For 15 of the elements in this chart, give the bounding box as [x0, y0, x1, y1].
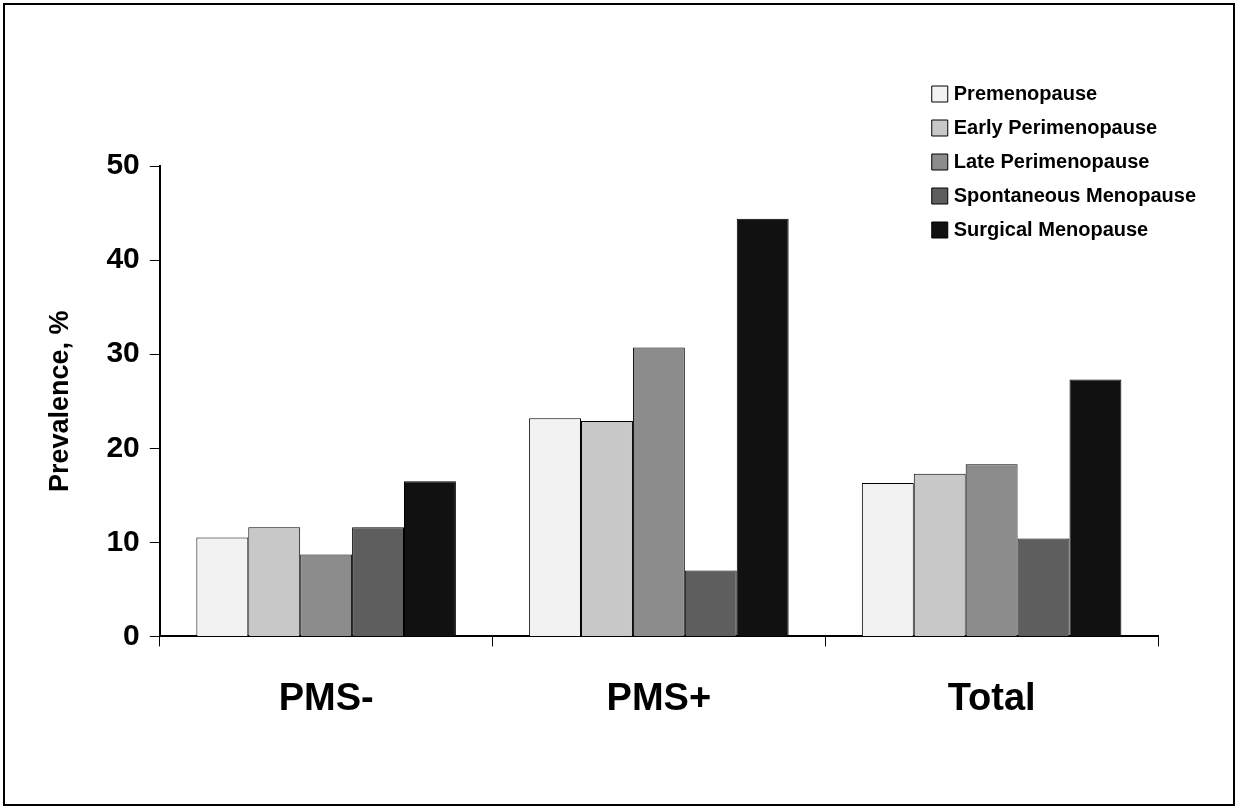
y-tick-label: 30	[106, 335, 140, 369]
legend-label: Late Perimenopause	[953, 149, 1150, 172]
y-tick-label: 20	[106, 429, 140, 463]
y-axis-title: Prevalence, %	[43, 310, 74, 493]
y-tick-label: 40	[106, 241, 140, 275]
x-tick-label: Total	[947, 675, 1036, 718]
legend-label: Surgical Menopause	[953, 217, 1149, 240]
legend-label: Premenopause	[953, 81, 1098, 104]
legend-label: Early Perimenopause	[953, 115, 1158, 138]
x-tick-label: PMS+	[606, 675, 712, 718]
y-tick-label: 10	[106, 523, 140, 557]
y-tick-label: 50	[106, 147, 140, 181]
legend-label: Spontaneous Menopause	[953, 183, 1196, 206]
x-tick-label: PMS-	[278, 675, 374, 718]
y-tick-label: 0	[123, 617, 140, 651]
